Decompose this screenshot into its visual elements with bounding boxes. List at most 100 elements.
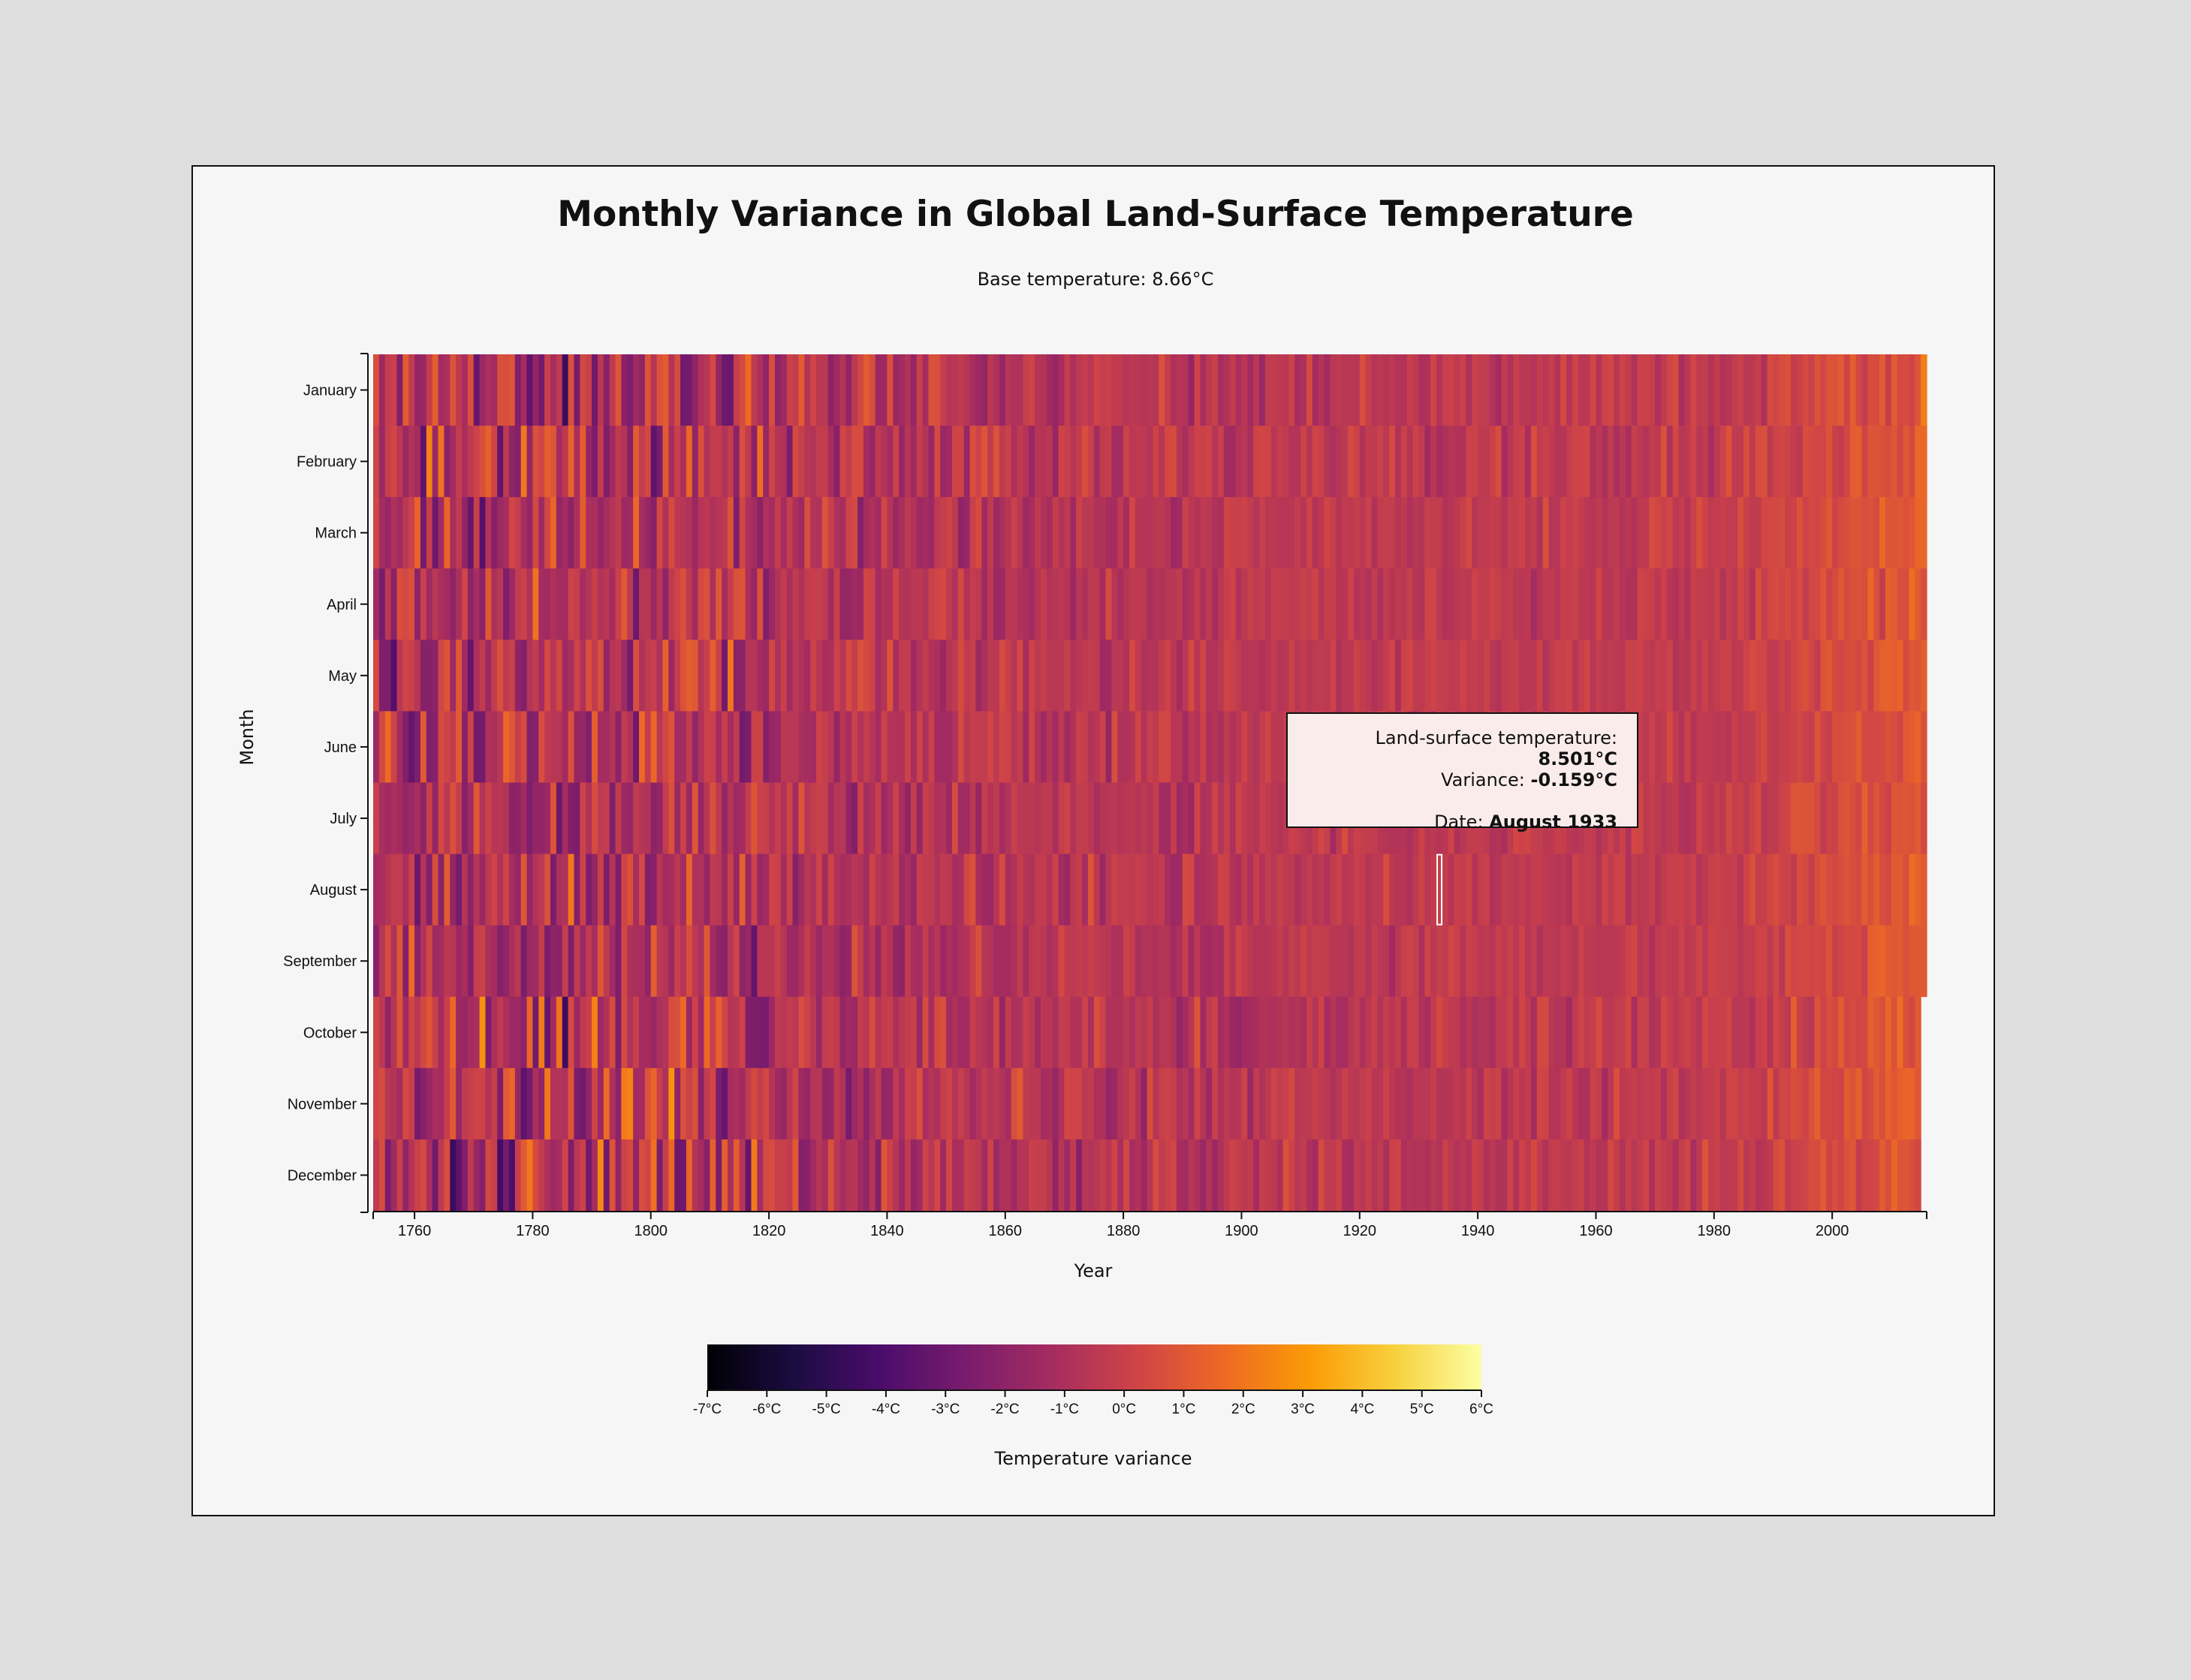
heatmap-cell: [1578, 925, 1585, 998]
heatmap-cell: [1672, 1067, 1680, 1140]
heatmap-cell: [999, 354, 1006, 426]
heatmap-cell: [1915, 640, 1921, 712]
heatmap-cell: [1005, 1067, 1012, 1140]
heatmap-cell: [438, 1139, 445, 1212]
heatmap-cell: [1011, 996, 1018, 1069]
heatmap-cell: [910, 782, 918, 854]
heatmap-cell: [987, 1139, 994, 1212]
heatmap-cell: [1483, 426, 1490, 498]
heatmap-cell: [532, 497, 539, 569]
heatmap-cell: [503, 1067, 510, 1140]
heatmap-cell: [810, 925, 817, 998]
heatmap-cell: [1897, 854, 1904, 926]
heatmap-cell: [1348, 497, 1355, 569]
heatmap-cell: [969, 854, 977, 926]
y-tick-label: November: [288, 1096, 357, 1112]
heatmap-cell: [827, 568, 835, 640]
heatmap-cell: [1105, 426, 1112, 498]
heatmap-cell: [1229, 497, 1237, 569]
heatmap-cell: [751, 711, 758, 783]
heatmap-cell: [396, 497, 403, 569]
heatmap-cell: [893, 782, 900, 854]
heatmap-cell: [1223, 925, 1231, 998]
heatmap-cell: [1773, 354, 1780, 426]
heatmap-cell: [963, 711, 971, 783]
heatmap-cell: [432, 640, 439, 712]
heatmap-cell: [827, 1139, 835, 1212]
heatmap-cell: [609, 925, 616, 998]
heatmap-cell: [1448, 640, 1455, 712]
heatmap-cell: [1584, 854, 1591, 926]
heatmap-cell: [633, 711, 640, 783]
heatmap-cell: [1135, 640, 1142, 712]
heatmap-cell: [1276, 1139, 1284, 1212]
heatmap-cell: [946, 854, 953, 926]
heatmap-cell: [1921, 711, 1927, 783]
heatmap-cell: [1915, 996, 1921, 1069]
heatmap-cell: [615, 640, 622, 712]
heatmap-cell: [497, 1139, 504, 1212]
heatmap-cell: [1489, 996, 1496, 1069]
heatmap-cell: [1614, 1139, 1620, 1212]
heatmap-cell: [1235, 1139, 1243, 1212]
heatmap-cell: [934, 996, 941, 1069]
heatmap-cell: [722, 640, 728, 712]
heatmap-cell: [1596, 426, 1602, 498]
heatmap-cell: [1200, 854, 1207, 926]
heatmap-cell: [597, 996, 604, 1069]
heatmap-cell: [1159, 854, 1165, 926]
heatmap-cell: [1737, 354, 1744, 426]
heatmap-cell: [1052, 568, 1059, 640]
heatmap-cell: [1796, 426, 1804, 498]
heatmap-cell: [1619, 568, 1626, 640]
heatmap-cell: [538, 996, 545, 1069]
heatmap-cell: [1909, 782, 1915, 854]
heatmap-cell: [934, 640, 941, 712]
heatmap-cell: [396, 925, 403, 998]
heatmap-cell: [686, 782, 693, 854]
heatmap-cell: [1566, 354, 1573, 426]
heatmap-cell: [1643, 996, 1650, 1069]
heatmap-cell: [639, 854, 646, 926]
heatmap-cell: [1318, 497, 1325, 569]
heatmap-cell: [1779, 1139, 1786, 1212]
heatmap-cell: [1129, 1067, 1136, 1140]
heatmap-cell: [408, 1067, 415, 1140]
heatmap-cell: [1719, 426, 1727, 498]
heatmap-cell: [1891, 354, 1898, 426]
heatmap-cell: [592, 1139, 598, 1212]
heatmap-cell: [1672, 354, 1680, 426]
heatmap-cell: [456, 1139, 463, 1212]
heatmap-cell: [1076, 426, 1083, 498]
heatmap-cell: [1070, 426, 1077, 498]
heatmap-cell: [704, 568, 711, 640]
heatmap-cell: [1702, 996, 1709, 1069]
heatmap-cell: [668, 354, 675, 426]
heatmap-cell: [497, 1067, 504, 1140]
heatmap-cell: [1229, 1067, 1237, 1140]
heatmap-cell: [503, 640, 510, 712]
heatmap-cell: [1318, 640, 1325, 712]
heatmap-cell: [1235, 711, 1243, 783]
heatmap-cell: [993, 854, 1000, 926]
heatmap-cell: [1513, 568, 1520, 640]
heatmap-cell: [1276, 711, 1284, 783]
heatmap-cell: [1300, 925, 1307, 998]
heatmap-cell: [420, 996, 427, 1069]
heatmap-cell: [940, 925, 947, 998]
heatmap-cell: [1348, 568, 1355, 640]
heatmap-cell: [798, 640, 805, 712]
heatmap-cell: [520, 1139, 528, 1212]
heatmap-cell: [1099, 711, 1107, 783]
heatmap-cell: [1442, 996, 1449, 1069]
heatmap-cell: [698, 782, 705, 854]
heatmap-cell: [1631, 996, 1638, 1069]
heatmap-cell: [1838, 1067, 1845, 1140]
heatmap-cell: [804, 996, 811, 1069]
heatmap-cell: [946, 711, 953, 783]
heatmap-cell: [1513, 996, 1520, 1069]
heatmap-cell: [1779, 854, 1786, 926]
heatmap-cell: [627, 996, 634, 1069]
heatmap-cell: [1643, 1067, 1650, 1140]
heatmap-cell: [893, 711, 900, 783]
